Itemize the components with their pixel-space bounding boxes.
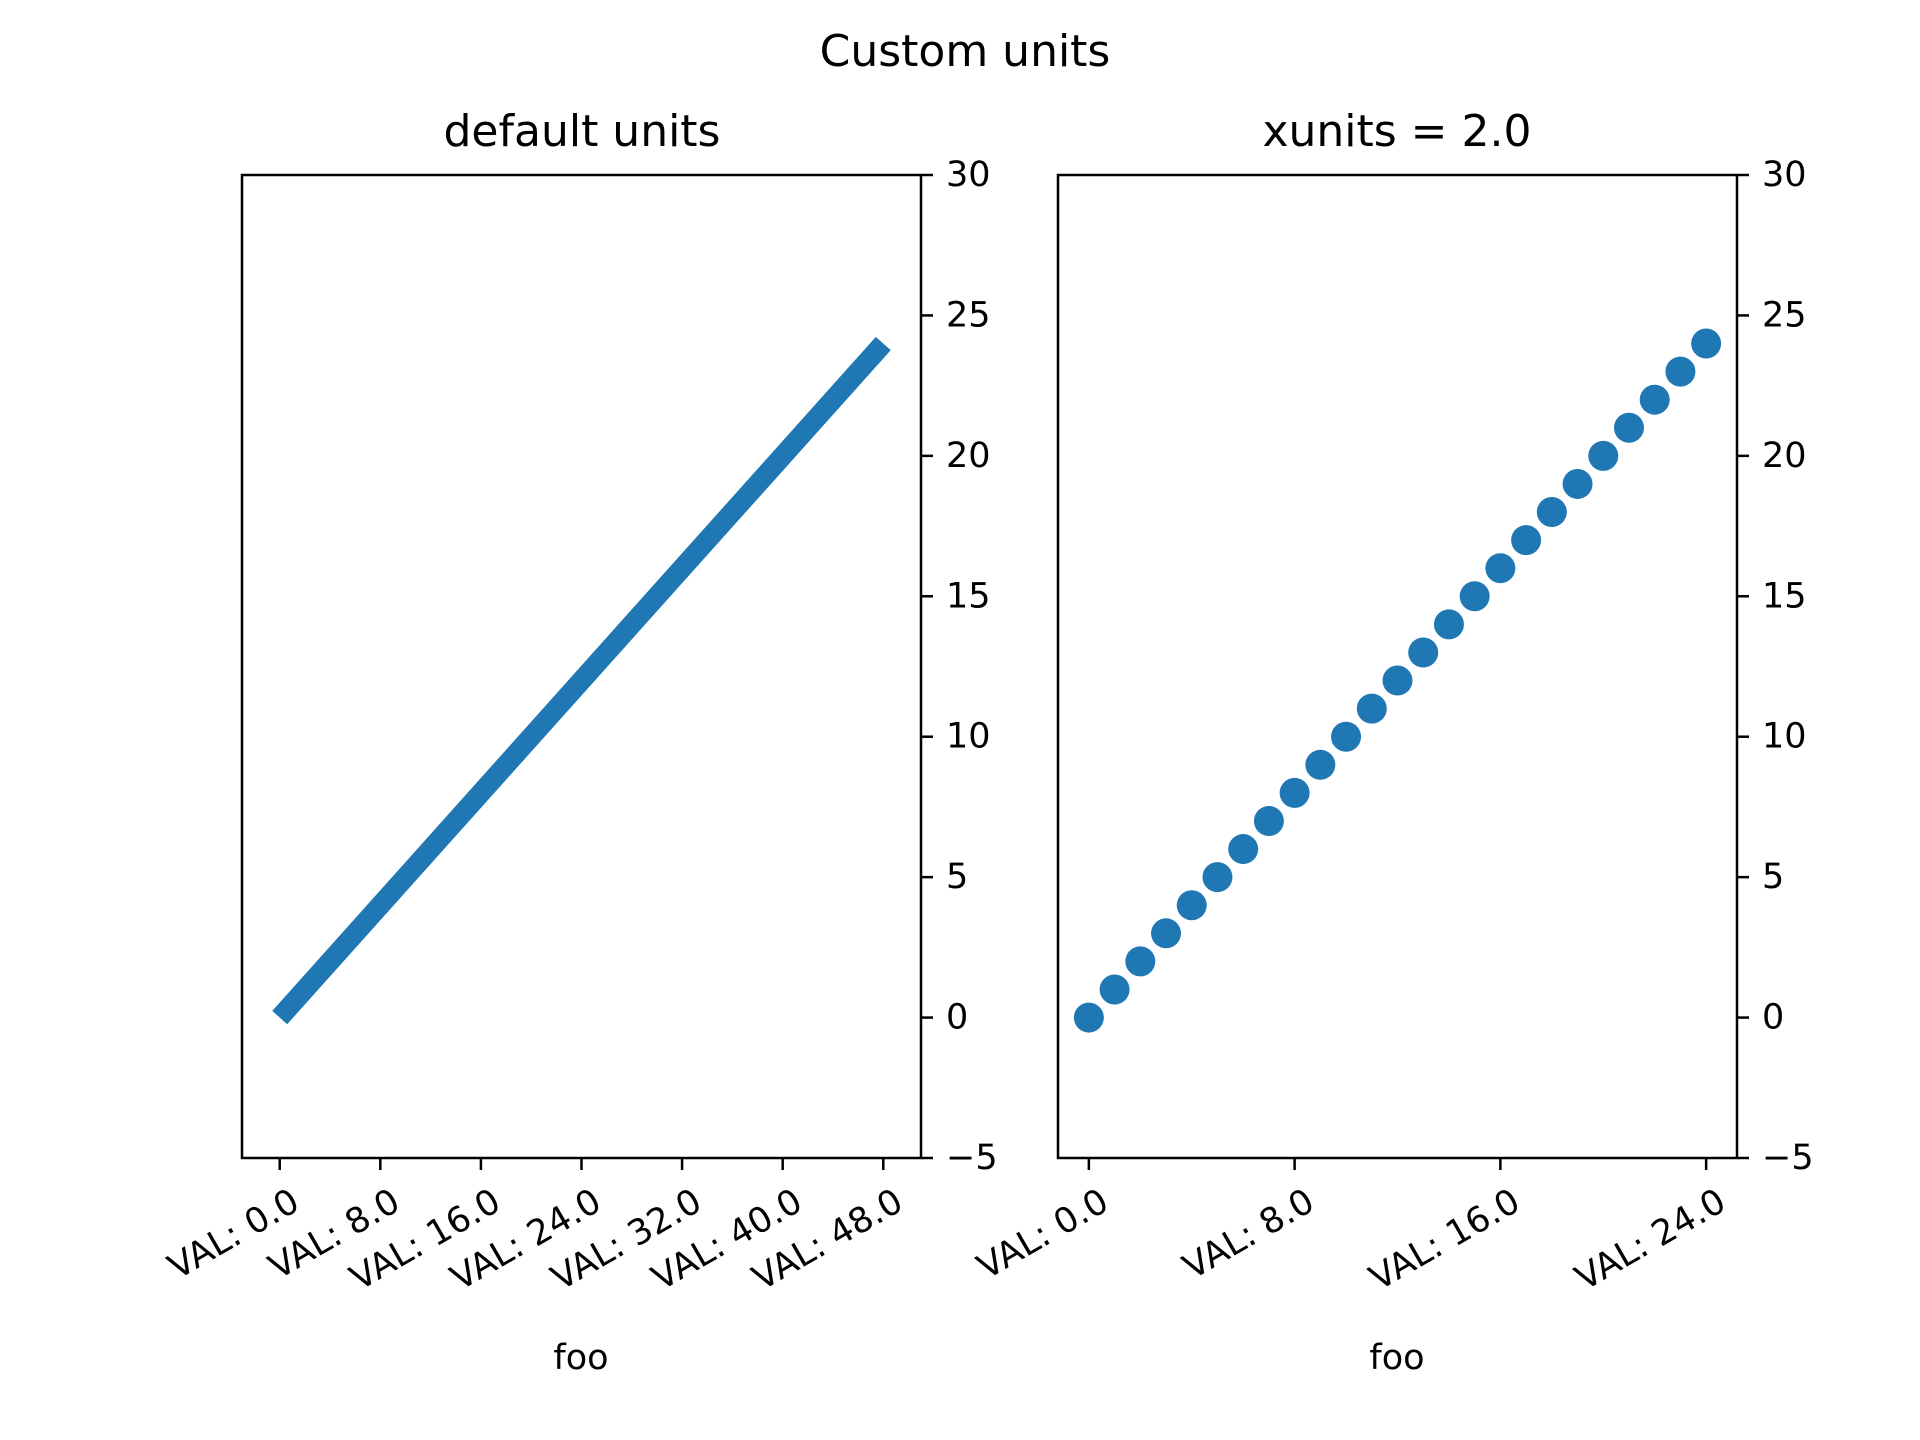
- y-tick-label: 15: [946, 576, 991, 616]
- y-tick-label: 25: [1762, 295, 1807, 335]
- y-tick-label: 30: [946, 155, 991, 195]
- panel-title: default units: [444, 106, 721, 157]
- data-point: [1639, 384, 1670, 415]
- data-point: [1125, 946, 1156, 977]
- data-point: [1305, 749, 1336, 780]
- data-point: [1433, 609, 1464, 640]
- x-tick-label: VAL: 0.0: [971, 1181, 1115, 1288]
- y-tick-label: 10: [946, 717, 991, 757]
- data-point: [1382, 665, 1413, 696]
- x-tick-label: VAL: 8.0: [1177, 1181, 1321, 1288]
- y-tick-label: 0: [1762, 998, 1784, 1038]
- x-tick-label: VAL: 24.0: [1569, 1181, 1733, 1299]
- data-point: [1588, 440, 1619, 471]
- data-point: [1253, 805, 1284, 836]
- data-point: [1176, 890, 1207, 921]
- data-point: [1279, 777, 1310, 808]
- data-point: [1331, 721, 1362, 752]
- x-axis-label: foo: [1369, 1338, 1424, 1378]
- y-tick-label: 25: [946, 295, 991, 335]
- data-point: [1099, 974, 1130, 1005]
- figure-title: Custom units: [820, 26, 1111, 77]
- y-tick-label: 10: [1762, 717, 1807, 757]
- panel-xunits-2: xunits = 2.0 VAL: 0.0 VAL: 8.0 VAL: 16.0 VA…: [971, 106, 1814, 1378]
- y-tick-label: 20: [1762, 436, 1807, 476]
- y-tick-label: −5: [946, 1138, 998, 1178]
- data-point: [1356, 693, 1387, 724]
- data-point: [1408, 637, 1439, 668]
- x-axis-label: foo: [553, 1338, 608, 1378]
- data-point: [1228, 834, 1259, 865]
- series-line: [272, 336, 891, 1025]
- y-tick-label: 15: [1762, 576, 1807, 616]
- data-point: [1536, 497, 1567, 528]
- y-tick-label: −5: [1762, 1138, 1814, 1178]
- data-point: [1613, 412, 1644, 443]
- data-point: [1459, 581, 1490, 612]
- panel-title: xunits = 2.0: [1262, 106, 1531, 157]
- data-point: [1511, 525, 1542, 556]
- axes-frame: [1056, 173, 1739, 1160]
- x-tick-label: VAL: 16.0: [1363, 1181, 1527, 1299]
- data-point: [1665, 356, 1696, 387]
- data-point: [1562, 468, 1593, 499]
- y-tick-label: 5: [946, 857, 968, 897]
- data-point: [1073, 1002, 1104, 1033]
- data-point: [1202, 862, 1233, 893]
- y-tick-label: 5: [1762, 857, 1784, 897]
- y-tick-label: 30: [1762, 155, 1807, 195]
- y-tick-label: 20: [946, 436, 991, 476]
- y-tick-label: 0: [946, 998, 968, 1038]
- data-point: [1691, 328, 1722, 359]
- data-point: [1151, 918, 1182, 949]
- data-point: [1485, 553, 1516, 584]
